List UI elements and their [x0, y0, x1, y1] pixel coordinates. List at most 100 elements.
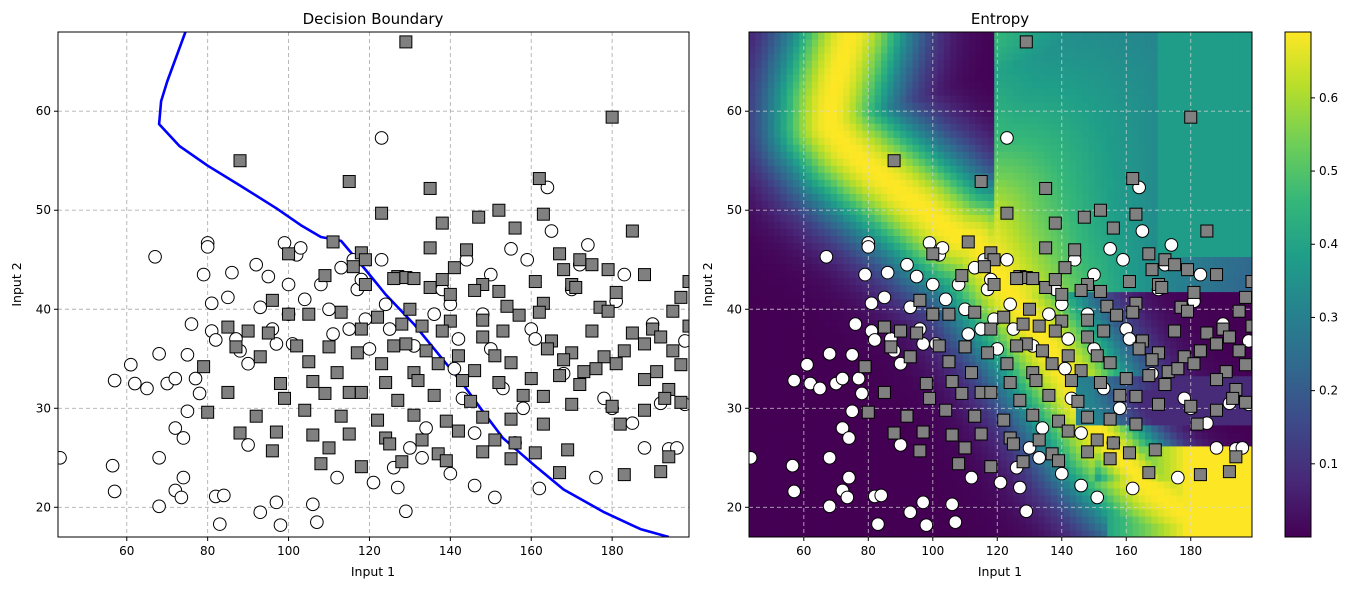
heatmap-cell — [1063, 214, 1071, 222]
heatmap-cell — [767, 144, 775, 152]
heatmap-cell — [1050, 151, 1058, 159]
heatmap-cell — [912, 67, 920, 75]
heatmap-cell — [793, 179, 800, 187]
heatmap-cell — [811, 228, 819, 237]
heatmap-cell — [931, 263, 939, 272]
heatmap-cell — [943, 389, 951, 398]
class-1-point — [371, 310, 385, 324]
heatmap-cell — [793, 522, 800, 531]
heatmap-cell — [981, 487, 989, 496]
heatmap-cell — [805, 515, 813, 524]
heatmap-cell — [1113, 130, 1121, 138]
heatmap-cell — [1044, 501, 1052, 510]
heatmap-cell — [1132, 158, 1140, 166]
heatmap-cell — [1094, 529, 1102, 537]
heatmap-cell — [1094, 263, 1102, 272]
heatmap-cell — [1126, 165, 1134, 173]
heatmap-cell — [899, 382, 907, 391]
heatmap-cell — [1019, 151, 1027, 159]
heatmap-cell — [761, 515, 769, 524]
heatmap-cell — [1082, 487, 1090, 496]
heatmap-cell — [1126, 74, 1134, 82]
heatmap-cell — [805, 46, 813, 54]
heatmap-cell — [849, 228, 857, 237]
heatmap-cell — [830, 291, 838, 300]
heatmap-cell — [1013, 410, 1020, 419]
heatmap-cell — [1025, 95, 1033, 103]
heatmap-cell — [749, 298, 756, 307]
heatmap-cell — [969, 256, 976, 265]
heatmap-cell — [1094, 508, 1102, 517]
heatmap-cell — [956, 53, 964, 61]
heatmap-cell — [811, 452, 819, 461]
heatmap-cell — [1006, 88, 1014, 96]
heatmap-cell — [918, 284, 926, 293]
heatmap-cell — [1063, 179, 1071, 187]
heatmap-cell — [1000, 459, 1008, 468]
heatmap-cell — [1000, 151, 1008, 159]
heatmap-cell — [855, 459, 863, 468]
heatmap-cell — [943, 172, 951, 180]
heatmap-cell — [811, 270, 819, 279]
heatmap-cell — [956, 130, 964, 138]
heatmap-cell — [987, 529, 995, 537]
heatmap-cell — [1101, 179, 1108, 187]
heatmap-cell — [837, 158, 844, 166]
heatmap-cell — [874, 396, 882, 405]
heatmap-cell — [1013, 228, 1020, 237]
heatmap-cell — [849, 305, 857, 314]
class-0-point — [192, 386, 207, 401]
heatmap-cell — [1057, 340, 1064, 349]
heatmap-cell — [824, 95, 832, 103]
heatmap-cell — [843, 361, 851, 370]
heatmap-cell — [837, 529, 844, 537]
heatmap-cell — [956, 81, 964, 89]
heatmap-cell — [855, 515, 863, 524]
heatmap-cell — [799, 270, 807, 279]
heatmap-cell — [1006, 109, 1014, 117]
heatmap-cell — [925, 88, 932, 96]
heatmap-cell — [793, 361, 800, 370]
heatmap-cell — [774, 312, 782, 321]
heatmap-cell — [912, 529, 920, 537]
heatmap-cell — [912, 319, 920, 328]
heatmap-cell — [1013, 39, 1020, 47]
class-1-point — [553, 466, 567, 480]
heatmap-cell — [837, 263, 844, 272]
heatmap-cell — [811, 95, 819, 103]
heatmap-cell — [1038, 312, 1046, 321]
heatmap-cell — [830, 424, 838, 433]
heatmap-cell — [969, 88, 976, 96]
class-1-point — [253, 350, 267, 364]
heatmap-cell — [767, 158, 775, 166]
heatmap-cell — [1013, 74, 1020, 82]
heatmap-cell — [962, 144, 970, 152]
heatmap-cell — [855, 382, 863, 391]
heatmap-cell — [906, 473, 914, 482]
heatmap-cell — [1013, 361, 1020, 370]
heatmap-cell — [1082, 298, 1090, 307]
heatmap-cell — [1101, 151, 1108, 159]
class-0-point — [467, 478, 482, 493]
class-1-point — [589, 362, 603, 376]
heatmap-cell — [881, 354, 888, 363]
heatmap-cell — [943, 137, 951, 145]
heatmap-cell — [918, 102, 926, 110]
heatmap-cell — [893, 95, 901, 103]
heatmap-cell — [943, 39, 951, 47]
heatmap-cell — [811, 88, 819, 96]
heatmap-cell — [849, 67, 857, 75]
heatmap-cell — [1050, 242, 1058, 251]
heatmap-cell — [799, 116, 807, 124]
heatmap-cell — [1101, 165, 1108, 173]
heatmap-cell — [1050, 487, 1058, 496]
heatmap-cell — [881, 529, 888, 537]
heatmap-cell — [1025, 284, 1033, 293]
heatmap-cell — [981, 452, 989, 461]
heatmap-cell — [1113, 298, 1121, 307]
heatmap-cell — [1013, 501, 1020, 510]
heatmap-cell — [1025, 214, 1033, 222]
heatmap-cell — [925, 403, 932, 412]
heatmap-cell — [1063, 39, 1071, 47]
heatmap-cell — [786, 333, 794, 342]
